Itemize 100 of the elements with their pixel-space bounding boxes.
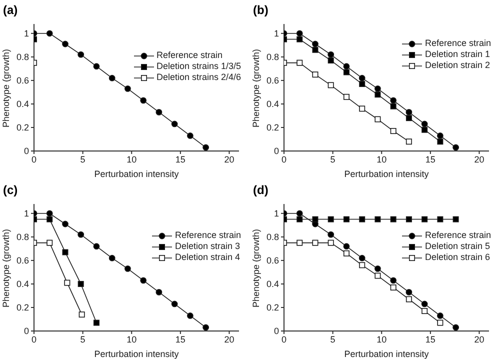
legend-label: Deletion strain 2 [424, 60, 491, 71]
y-tick-label: 0.4 [16, 279, 29, 290]
y-tick-label: 0.8 [16, 232, 29, 242]
point [374, 92, 381, 98]
y-tick-label: 0 [24, 326, 29, 336]
y-tick-label: 0.8 [16, 52, 29, 62]
y-tick-label: 1 [24, 208, 29, 219]
x-tick-label: 10 [376, 154, 387, 164]
point [78, 51, 84, 58]
point [390, 216, 396, 222]
point [312, 40, 318, 48]
point [359, 216, 366, 222]
point [124, 265, 131, 272]
y-tick-label: 0.4 [16, 99, 29, 110]
x-tick-label: 15 [175, 154, 186, 164]
point [202, 324, 210, 331]
y-tick-label: 1 [274, 28, 279, 39]
x-axis-title: Perturbation intensity [344, 169, 430, 179]
point [312, 46, 318, 53]
point [406, 216, 412, 222]
y-tick-label: 0.2 [16, 122, 29, 133]
point [452, 216, 459, 222]
point [62, 220, 68, 228]
x-axis-title: Perturbation intensity [94, 349, 180, 359]
chart-title: (a) [3, 3, 18, 17]
point [422, 126, 428, 133]
point [436, 312, 444, 319]
point [296, 36, 303, 42]
point [406, 108, 412, 116]
legend-label: Reference strain [424, 38, 491, 49]
point [328, 82, 334, 88]
point [186, 312, 194, 319]
x-tick-label: 20 [474, 334, 484, 344]
point [93, 63, 100, 70]
point [78, 280, 84, 287]
y-tick-label: 0.8 [266, 52, 279, 62]
point [78, 231, 84, 238]
point [46, 216, 53, 222]
point [359, 262, 366, 268]
point [62, 40, 68, 48]
y-tick-label: 0 [24, 146, 29, 156]
x-tick-label: 15 [425, 334, 436, 344]
point [374, 216, 381, 222]
y-axis-title: Phenotype (growth) [251, 228, 262, 308]
point [406, 296, 412, 302]
x-tick-label: 20 [224, 154, 234, 164]
point [358, 74, 366, 82]
y-tick-label: 1 [24, 28, 29, 39]
legend-label: Reference strain [155, 50, 224, 61]
x-axis-title: Perturbation intensity [94, 169, 180, 179]
point [312, 240, 318, 246]
point [93, 243, 100, 250]
y-tick-label: 0.2 [266, 122, 279, 133]
legend-label: Deletion strains 1/3/5 [155, 61, 241, 72]
point [328, 231, 334, 238]
x-tick-label: 10 [126, 334, 137, 344]
point [78, 312, 85, 318]
x-tick-label: 10 [126, 154, 137, 164]
point [328, 240, 334, 246]
point [437, 138, 444, 145]
point [374, 265, 381, 272]
point [296, 240, 303, 246]
y-axis-title: Phenotype (growth) [1, 48, 12, 128]
point [296, 216, 303, 222]
point [390, 97, 397, 104]
y-tick-label: 0 [274, 146, 279, 156]
point [296, 30, 303, 37]
point [358, 254, 366, 262]
point [156, 108, 162, 116]
point [64, 280, 70, 286]
point [343, 250, 350, 256]
point [343, 63, 350, 70]
point [437, 320, 444, 326]
legend-label: Deletion strain 6 [424, 252, 491, 263]
point [343, 69, 350, 76]
point [374, 272, 381, 279]
x-tick-label: 15 [175, 334, 186, 344]
point [359, 106, 366, 112]
point [46, 210, 53, 217]
legend-label: Reference strain [424, 230, 491, 241]
point [312, 216, 318, 222]
point [296, 210, 303, 217]
x-tick-label: 5 [80, 154, 86, 164]
x-tick-label: 0 [281, 154, 287, 164]
point [406, 115, 412, 122]
y-tick-label: 0.2 [266, 302, 279, 313]
point [374, 85, 381, 92]
x-tick-label: 0 [31, 334, 37, 344]
point [328, 216, 334, 222]
y-tick-label: 0.2 [16, 302, 29, 313]
point [124, 85, 131, 92]
point [390, 103, 396, 110]
x-tick-label: 5 [80, 334, 86, 344]
x-axis-title: Perturbation intensity [344, 349, 430, 359]
x-tick-label: 20 [224, 334, 234, 344]
legend-label: Deletion strains 2/4/6 [155, 72, 241, 83]
chart-title: (d) [253, 183, 268, 197]
point [328, 57, 334, 64]
point [452, 324, 460, 331]
point [171, 120, 178, 128]
